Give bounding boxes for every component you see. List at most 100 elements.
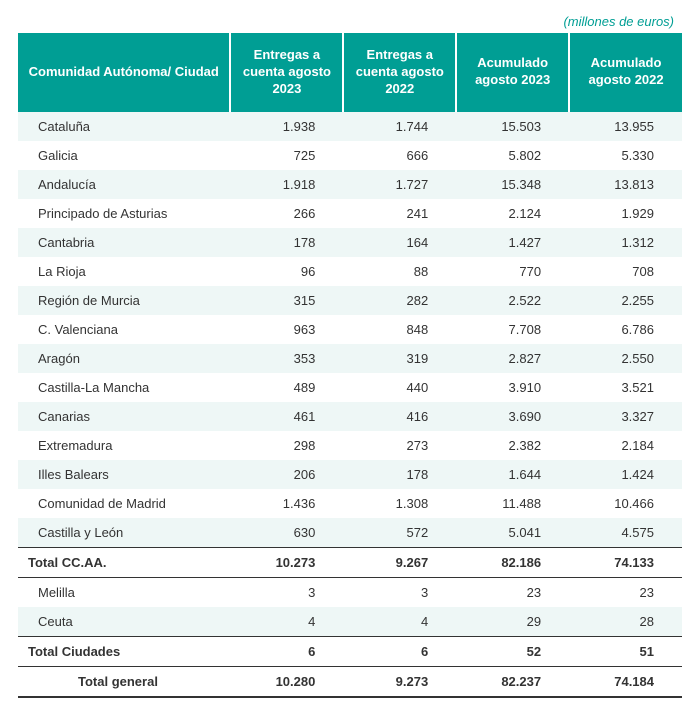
- row-value: 2.522: [456, 286, 569, 315]
- row-value: 178: [343, 460, 456, 489]
- row-value: 3.690: [456, 402, 569, 431]
- row-value: 5.330: [569, 141, 682, 170]
- row-value: 5.041: [456, 518, 569, 548]
- row-label: Melilla: [18, 577, 230, 607]
- row-value: 74.133: [569, 547, 682, 577]
- row-value: 440: [343, 373, 456, 402]
- row-label: Illes Balears: [18, 460, 230, 489]
- row-value: 770: [456, 257, 569, 286]
- row-value: 241: [343, 199, 456, 228]
- row-value: 2.124: [456, 199, 569, 228]
- row-value: 2.550: [569, 344, 682, 373]
- col-header-ent-2022: Entregas a cuenta agosto 2022: [343, 33, 456, 112]
- row-label: C. Valenciana: [18, 315, 230, 344]
- table-row: Total Ciudades665251: [18, 636, 682, 666]
- row-value: 848: [343, 315, 456, 344]
- row-value: 2.382: [456, 431, 569, 460]
- row-value: 963: [230, 315, 343, 344]
- row-value: 51: [569, 636, 682, 666]
- row-value: 1.424: [569, 460, 682, 489]
- row-value: 10.273: [230, 547, 343, 577]
- row-value: 6.786: [569, 315, 682, 344]
- table-row: Melilla332323: [18, 577, 682, 607]
- row-value: 1.308: [343, 489, 456, 518]
- row-value: 23: [569, 577, 682, 607]
- row-label: Comunidad de Madrid: [18, 489, 230, 518]
- row-value: 1.744: [343, 112, 456, 141]
- table-row: Illes Balears2061781.6441.424: [18, 460, 682, 489]
- row-value: 82.237: [456, 666, 569, 697]
- table-row: Aragón3533192.8272.550: [18, 344, 682, 373]
- row-label: Región de Murcia: [18, 286, 230, 315]
- table-row: Total general10.2809.27382.23774.184: [18, 666, 682, 697]
- row-value: 1.312: [569, 228, 682, 257]
- row-value: 319: [343, 344, 456, 373]
- row-value: 6: [343, 636, 456, 666]
- row-label: Castilla y León: [18, 518, 230, 548]
- row-label: Total CC.AA.: [18, 547, 230, 577]
- row-value: 315: [230, 286, 343, 315]
- col-header-acc-2023: Acumulado agosto 2023: [456, 33, 569, 112]
- row-value: 23: [456, 577, 569, 607]
- table-row: Total CC.AA.10.2739.26782.18674.133: [18, 547, 682, 577]
- row-value: 1.644: [456, 460, 569, 489]
- col-header-region: Comunidad Autónoma/ Ciudad: [18, 33, 230, 112]
- row-value: 4: [230, 607, 343, 637]
- table-header: Comunidad Autónoma/ Ciudad Entregas a cu…: [18, 33, 682, 112]
- table-caption: (millones de euros): [18, 14, 682, 29]
- row-value: 489: [230, 373, 343, 402]
- row-value: 74.184: [569, 666, 682, 697]
- row-value: 3: [230, 577, 343, 607]
- row-value: 1.727: [343, 170, 456, 199]
- row-label: Castilla-La Mancha: [18, 373, 230, 402]
- row-value: 164: [343, 228, 456, 257]
- row-label: Galicia: [18, 141, 230, 170]
- row-value: 461: [230, 402, 343, 431]
- row-label: Total general: [18, 666, 230, 697]
- table-row: Principado de Asturias2662412.1241.929: [18, 199, 682, 228]
- row-label: Ceuta: [18, 607, 230, 637]
- row-value: 1.427: [456, 228, 569, 257]
- row-value: 15.503: [456, 112, 569, 141]
- row-value: 725: [230, 141, 343, 170]
- row-value: 9.267: [343, 547, 456, 577]
- row-label: Principado de Asturias: [18, 199, 230, 228]
- row-value: 3: [343, 577, 456, 607]
- col-header-ent-2023: Entregas a cuenta agosto 2023: [230, 33, 343, 112]
- row-value: 52: [456, 636, 569, 666]
- row-value: 1.938: [230, 112, 343, 141]
- row-value: 10.280: [230, 666, 343, 697]
- row-value: 88: [343, 257, 456, 286]
- row-value: 28: [569, 607, 682, 637]
- col-header-acc-2022: Acumulado agosto 2022: [569, 33, 682, 112]
- row-value: 5.802: [456, 141, 569, 170]
- table-body: Cataluña1.9381.74415.50313.955Galicia725…: [18, 112, 682, 697]
- row-value: 178: [230, 228, 343, 257]
- row-value: 266: [230, 199, 343, 228]
- table-row: Comunidad de Madrid1.4361.30811.48810.46…: [18, 489, 682, 518]
- table-row: Andalucía1.9181.72715.34813.813: [18, 170, 682, 199]
- row-value: 416: [343, 402, 456, 431]
- row-value: 1.918: [230, 170, 343, 199]
- row-label: Aragón: [18, 344, 230, 373]
- table-row: La Rioja9688770708: [18, 257, 682, 286]
- row-value: 4: [343, 607, 456, 637]
- row-value: 666: [343, 141, 456, 170]
- table-row: Canarias4614163.6903.327: [18, 402, 682, 431]
- row-value: 2.827: [456, 344, 569, 373]
- row-value: 13.813: [569, 170, 682, 199]
- row-value: 15.348: [456, 170, 569, 199]
- table-row: Ceuta442928: [18, 607, 682, 637]
- row-value: 82.186: [456, 547, 569, 577]
- table-row: Cantabria1781641.4271.312: [18, 228, 682, 257]
- row-label: Andalucía: [18, 170, 230, 199]
- table-row: Cataluña1.9381.74415.50313.955: [18, 112, 682, 141]
- row-value: 9.273: [343, 666, 456, 697]
- row-value: 96: [230, 257, 343, 286]
- table-row: Región de Murcia3152822.5222.255: [18, 286, 682, 315]
- row-value: 273: [343, 431, 456, 460]
- row-value: 3.910: [456, 373, 569, 402]
- row-label: Total Ciudades: [18, 636, 230, 666]
- row-label: Cantabria: [18, 228, 230, 257]
- row-value: 4.575: [569, 518, 682, 548]
